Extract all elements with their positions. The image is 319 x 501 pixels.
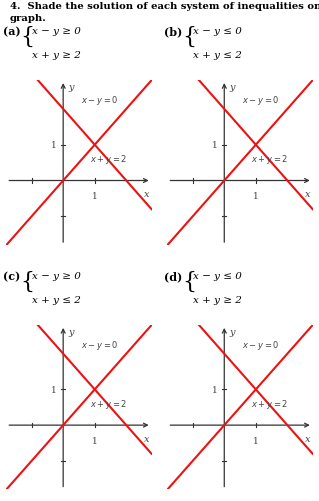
Text: {: { bbox=[182, 26, 196, 48]
Text: y: y bbox=[68, 327, 73, 336]
Text: $x-y=0$: $x-y=0$ bbox=[241, 94, 279, 107]
Text: 1: 1 bbox=[253, 192, 259, 201]
Text: 1: 1 bbox=[253, 436, 259, 445]
Text: x + y ≥ 2: x + y ≥ 2 bbox=[32, 51, 81, 60]
Text: (a): (a) bbox=[3, 27, 21, 38]
Text: $x-y=0$: $x-y=0$ bbox=[241, 338, 279, 351]
Text: 1: 1 bbox=[211, 141, 217, 150]
Text: x + y ≤ 2: x + y ≤ 2 bbox=[32, 296, 81, 305]
Text: {: { bbox=[182, 271, 196, 293]
Text: 1: 1 bbox=[92, 192, 98, 201]
Text: $x+y=2$: $x+y=2$ bbox=[90, 152, 127, 165]
Text: 1: 1 bbox=[92, 436, 98, 445]
Text: graph.: graph. bbox=[10, 14, 46, 23]
Text: (c): (c) bbox=[3, 271, 20, 282]
Text: y: y bbox=[68, 83, 73, 92]
Text: $x+y=2$: $x+y=2$ bbox=[90, 397, 127, 410]
Text: x − y ≤ 0: x − y ≤ 0 bbox=[193, 272, 242, 281]
Text: 1: 1 bbox=[211, 385, 217, 394]
Text: x − y ≥ 0: x − y ≥ 0 bbox=[32, 272, 81, 281]
Text: {: { bbox=[21, 271, 35, 293]
Text: x: x bbox=[305, 190, 311, 199]
Text: x − y ≤ 0: x − y ≤ 0 bbox=[193, 27, 242, 36]
Text: x: x bbox=[144, 434, 150, 443]
Text: x: x bbox=[305, 434, 311, 443]
Text: 1: 1 bbox=[50, 385, 56, 394]
Text: $x-y=0$: $x-y=0$ bbox=[80, 338, 118, 351]
Text: (b): (b) bbox=[164, 27, 182, 38]
Text: x: x bbox=[144, 190, 150, 199]
Text: $x+y=2$: $x+y=2$ bbox=[251, 152, 288, 165]
Text: {: { bbox=[21, 26, 35, 48]
Text: 4.  Shade the solution of each system of inequalities on the given: 4. Shade the solution of each system of … bbox=[10, 2, 319, 11]
Text: x + y ≥ 2: x + y ≥ 2 bbox=[193, 296, 242, 305]
Text: 1: 1 bbox=[50, 141, 56, 150]
Text: x − y ≥ 0: x − y ≥ 0 bbox=[32, 27, 81, 36]
Text: x + y ≤ 2: x + y ≤ 2 bbox=[193, 51, 242, 60]
Text: $x-y=0$: $x-y=0$ bbox=[80, 94, 118, 107]
Text: y: y bbox=[229, 83, 234, 92]
Text: (d): (d) bbox=[164, 271, 182, 282]
Text: y: y bbox=[229, 327, 234, 336]
Text: $x+y=2$: $x+y=2$ bbox=[251, 397, 288, 410]
